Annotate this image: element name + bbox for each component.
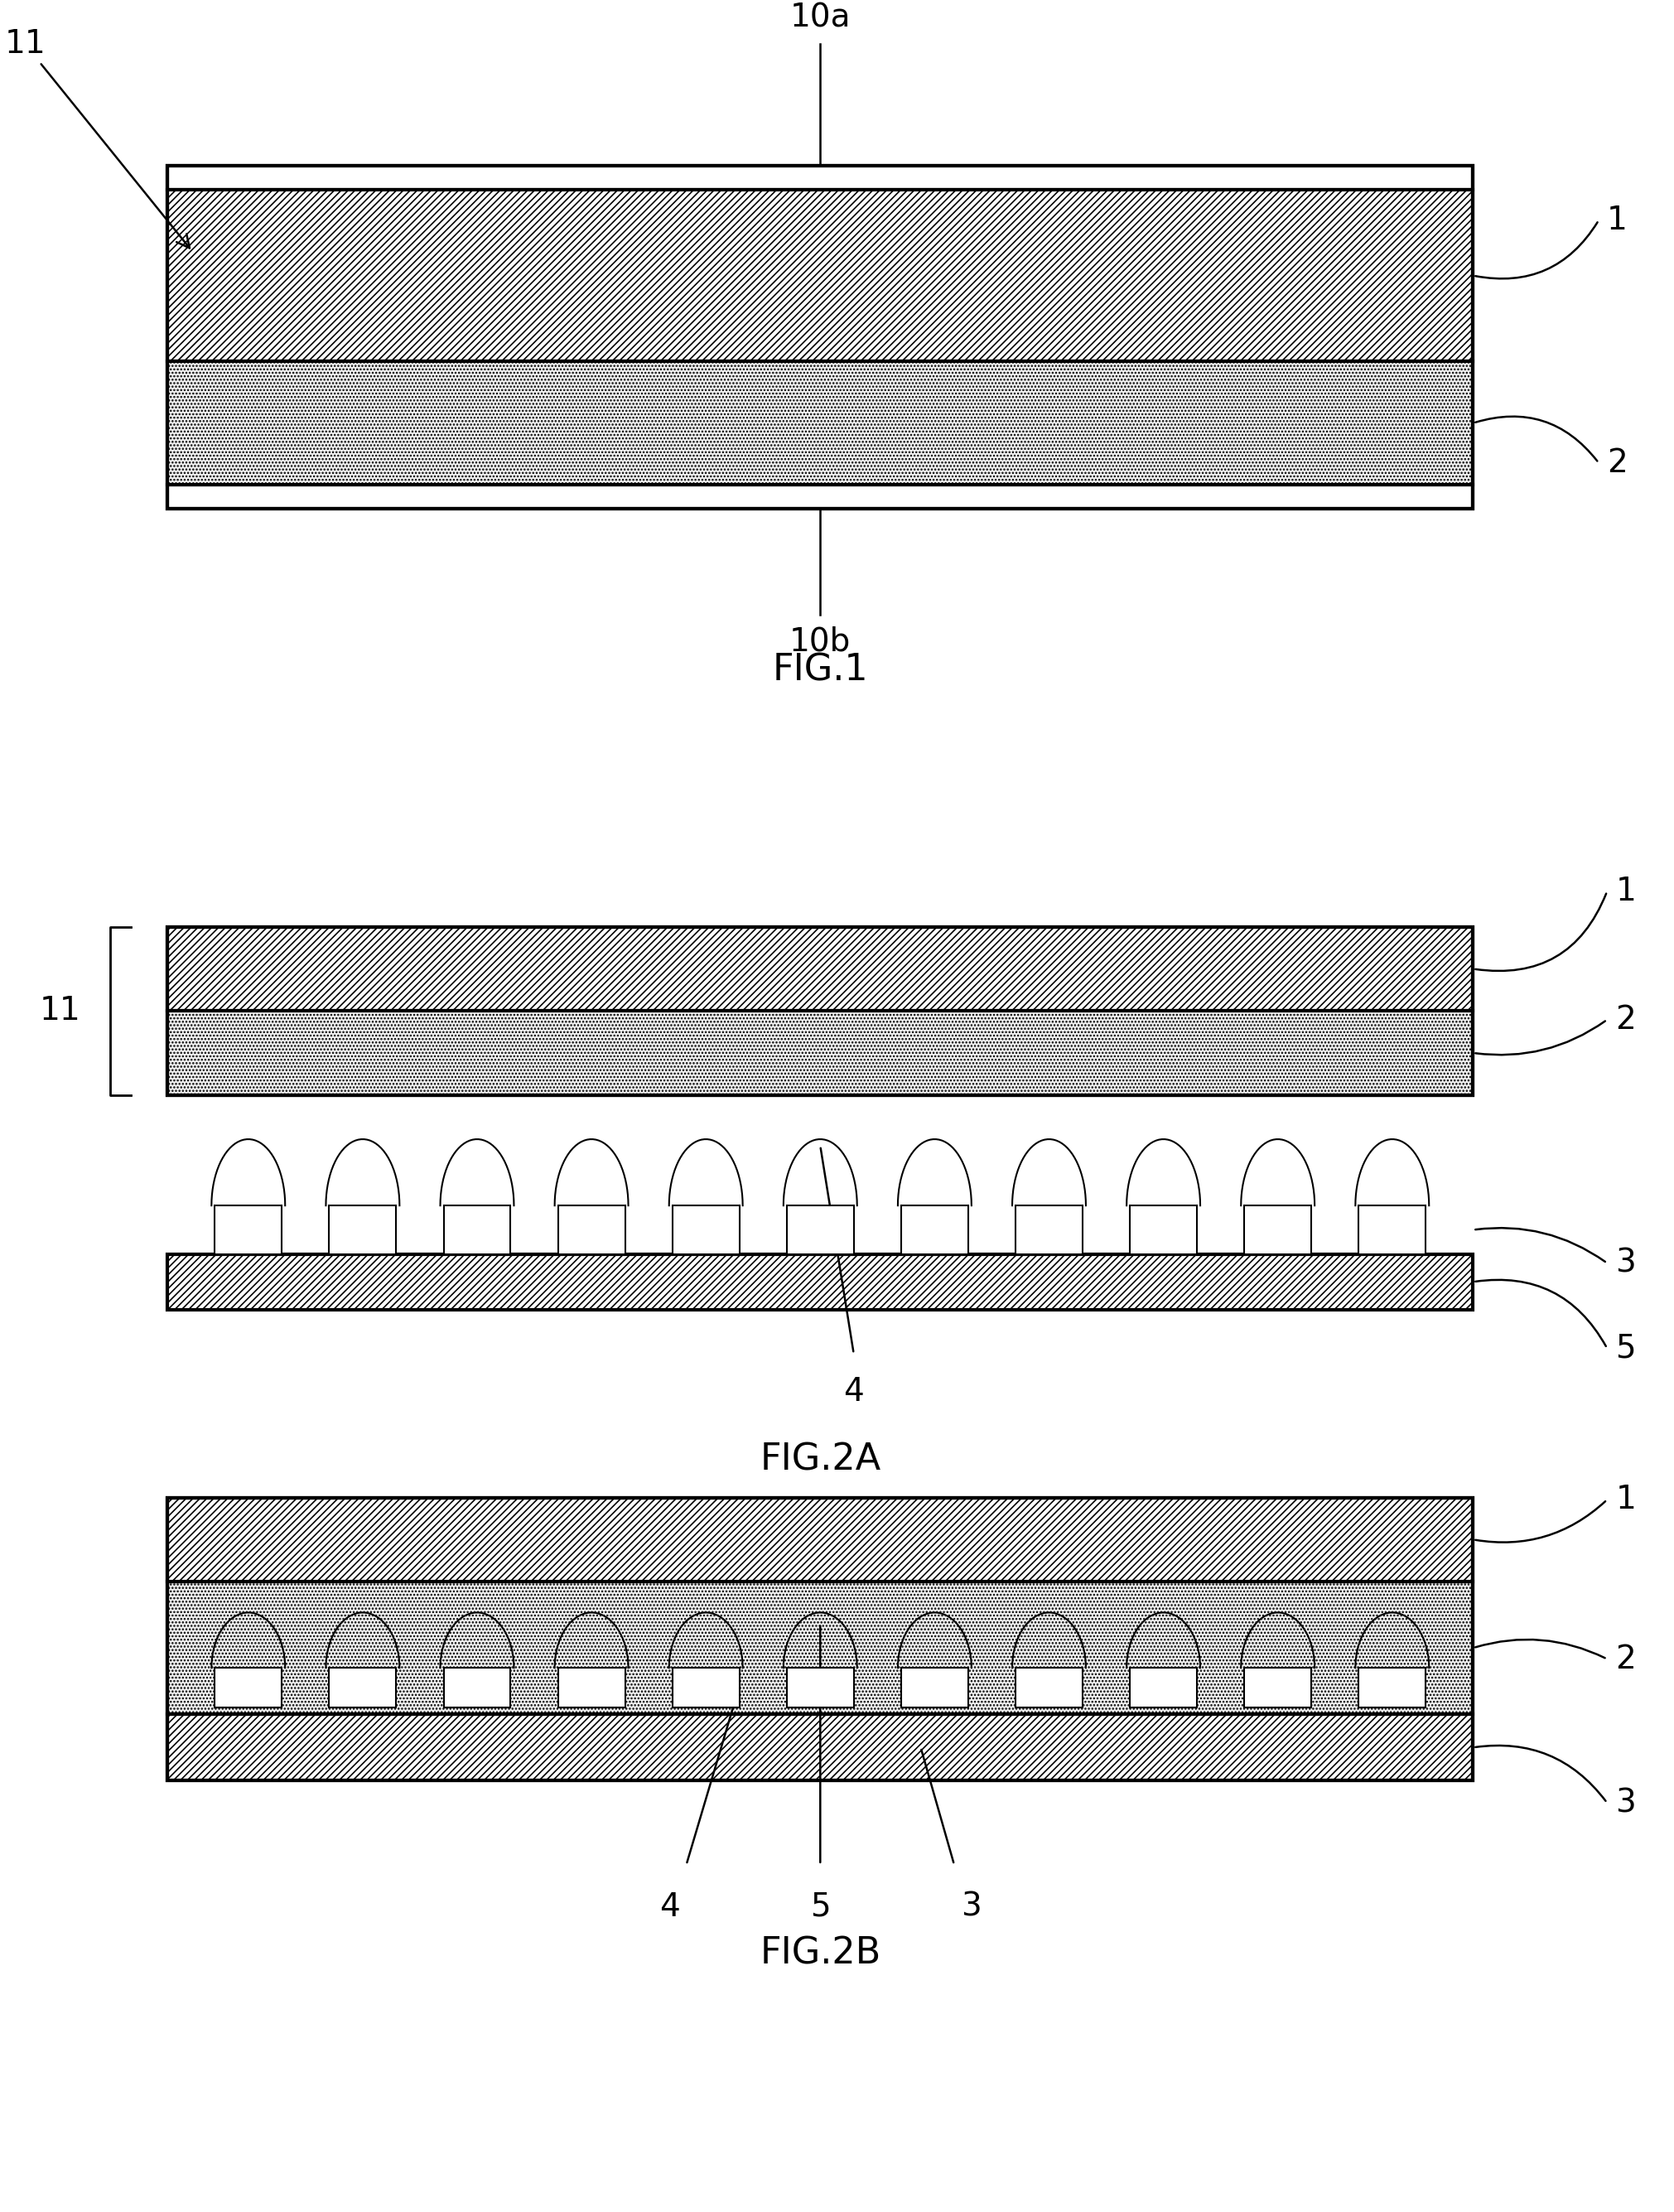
Bar [167, 166, 1473, 509]
Bar [557, 1206, 624, 1254]
Bar [673, 1206, 740, 1254]
Bar [167, 1582, 1473, 1714]
Bar [330, 1206, 397, 1254]
Bar [1359, 1668, 1426, 1708]
Text: 5: 5 [1615, 1332, 1635, 1365]
Bar [167, 190, 1473, 361]
Bar [444, 1668, 511, 1708]
Bar [1130, 1206, 1197, 1254]
Text: 10b: 10b [790, 626, 850, 657]
Text: 5: 5 [810, 1891, 830, 1922]
Bar [787, 1668, 854, 1708]
Text: FIG.2B: FIG.2B [760, 1936, 881, 1971]
Bar [1244, 1668, 1311, 1708]
Text: 3: 3 [1615, 1248, 1635, 1279]
Bar [787, 1206, 854, 1254]
Bar [1016, 1206, 1083, 1254]
Text: 11: 11 [39, 995, 80, 1026]
Bar [167, 1498, 1473, 1781]
Text: 2: 2 [1615, 1644, 1635, 1674]
Bar [557, 1668, 624, 1708]
Bar [214, 1668, 281, 1708]
Bar [167, 1011, 1473, 1095]
Bar [673, 1668, 740, 1708]
Bar [167, 166, 1473, 190]
Text: 11: 11 [5, 29, 189, 248]
Bar [901, 1668, 968, 1708]
Text: FIG.2A: FIG.2A [760, 1442, 881, 1478]
Bar [330, 1668, 397, 1708]
Bar [444, 1206, 511, 1254]
Bar [1016, 1668, 1083, 1708]
Text: 3: 3 [1615, 1787, 1635, 1818]
Bar [167, 484, 1473, 509]
Text: 4: 4 [660, 1891, 680, 1922]
Text: 3: 3 [961, 1891, 981, 1922]
Bar [167, 1714, 1473, 1781]
Text: 2: 2 [1607, 447, 1627, 478]
Text: 10a: 10a [790, 2, 850, 33]
Text: 2: 2 [1615, 1004, 1635, 1035]
Bar [214, 1206, 281, 1254]
Text: 1: 1 [1615, 876, 1635, 907]
Bar [167, 927, 1473, 1095]
Bar [1130, 1668, 1197, 1708]
Bar [167, 361, 1473, 484]
Bar [167, 927, 1473, 1011]
Bar [1359, 1206, 1426, 1254]
Bar [1244, 1206, 1311, 1254]
Bar [167, 1254, 1473, 1310]
Text: 1: 1 [1607, 204, 1627, 237]
Bar [167, 1498, 1473, 1582]
Text: 1: 1 [1615, 1484, 1635, 1515]
Text: FIG.1: FIG.1 [772, 653, 869, 688]
Text: 4: 4 [844, 1376, 864, 1407]
Bar [901, 1206, 968, 1254]
